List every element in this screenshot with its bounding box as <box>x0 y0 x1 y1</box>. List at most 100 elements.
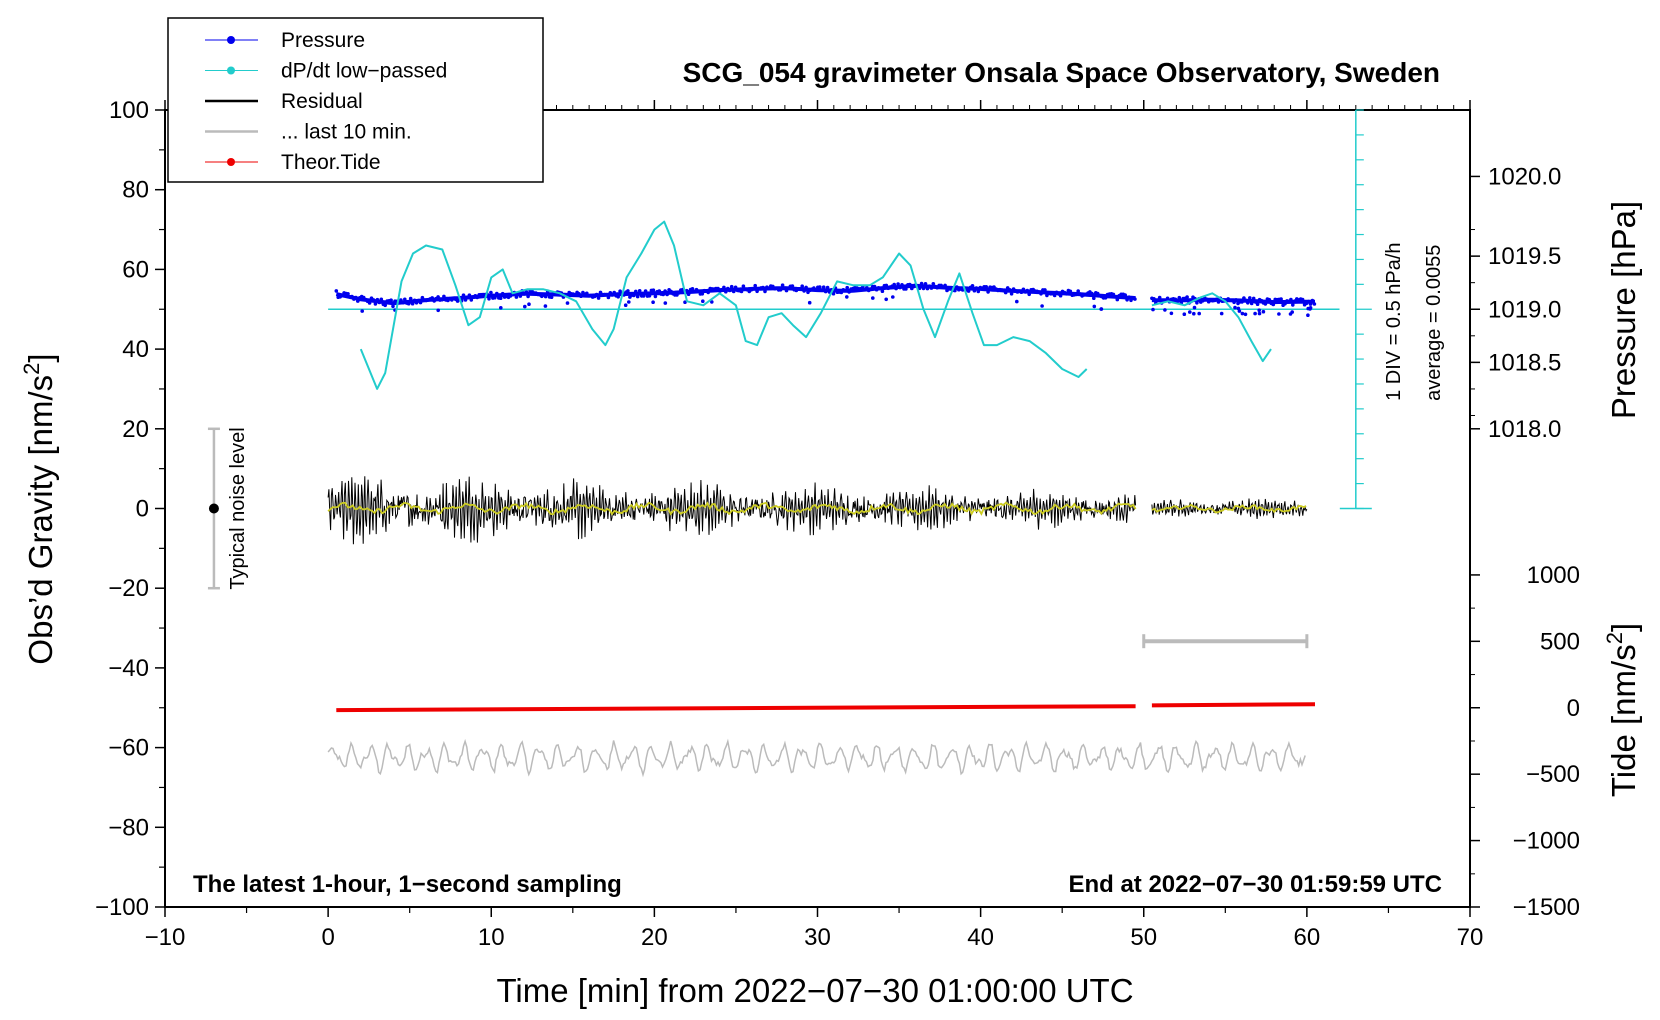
pressure-point <box>825 285 830 290</box>
pressure-point-outlier <box>710 300 714 304</box>
pressure-point <box>467 293 472 298</box>
pressure-point <box>1214 297 1219 302</box>
series-pressure-after-gap <box>1150 295 1317 318</box>
pressure-point <box>1246 301 1250 305</box>
pressure-point-outlier <box>627 300 631 304</box>
pressure-point-outlier <box>1182 312 1187 317</box>
dpdt-scale: 1 DIV = 0.5 hPa/h average = 0.0055 <box>1339 109 1445 510</box>
pressure-point-outlier <box>891 295 895 299</box>
pressure-point <box>731 289 736 294</box>
y-tick-label: 60 <box>122 256 149 283</box>
tide-tick-label: −500 <box>1526 761 1580 788</box>
pressure-point <box>917 286 922 291</box>
pressure-point <box>865 285 869 290</box>
pressure-point <box>1244 298 1248 303</box>
pressure-point <box>1204 297 1209 302</box>
pressure-point <box>1152 297 1156 301</box>
pressure-point <box>594 292 599 297</box>
pressure-point <box>1289 297 1293 302</box>
pressure-point <box>430 296 435 300</box>
pressure-point <box>929 286 934 290</box>
pressure-point <box>896 282 900 286</box>
pressure-point <box>637 289 642 293</box>
pressure-point <box>1009 292 1014 296</box>
pressure-point <box>1240 300 1244 304</box>
pressure-point <box>1025 288 1030 293</box>
pressure-point <box>1232 300 1236 305</box>
pressure-point <box>900 283 904 287</box>
pressure-tick-label: 1018.5 <box>1488 349 1561 376</box>
pressure-point <box>684 288 689 293</box>
pressure-point <box>606 295 611 300</box>
pressure-point <box>616 295 620 299</box>
pressure-point <box>819 288 824 293</box>
pressure-point <box>1090 291 1094 296</box>
tide-tick-label: 0 <box>1567 695 1580 722</box>
pressure-point <box>403 297 407 302</box>
pressure-point <box>1068 289 1073 294</box>
pressure-point <box>375 297 380 302</box>
y-axis-tide: 1000 500 0 −500 −1000 −1500 <box>1470 562 1580 921</box>
x-tick-label: −10 <box>145 924 186 951</box>
pressure-point <box>632 293 636 298</box>
pressure-point-outlier <box>543 304 548 308</box>
pressure-point <box>406 301 411 306</box>
y-tick-label: −100 <box>95 894 149 921</box>
pressure-point <box>878 286 883 291</box>
pressure-point-outlier <box>884 297 888 302</box>
pressure-point <box>847 290 851 294</box>
dpdt-scale-average-label: average = 0.0055 <box>1423 245 1445 401</box>
pressure-point <box>626 289 630 293</box>
series-residual-smoothed-after-gap <box>1151 503 1307 514</box>
pressure-point <box>1310 298 1315 303</box>
pressure-point <box>818 285 822 289</box>
pressure-point <box>1058 293 1063 298</box>
pressure-point <box>442 294 446 299</box>
tide-tick-label: 1000 <box>1527 562 1580 589</box>
x-tick-label: 40 <box>967 924 994 951</box>
pressure-point <box>461 293 466 298</box>
x-tick-label: 0 <box>321 924 334 951</box>
pressure-point-outlier <box>1306 313 1310 318</box>
pressure-point <box>908 282 912 287</box>
y-tick-label: −40 <box>108 655 149 682</box>
series-residual-smoothed <box>327 501 1137 516</box>
pressure-point <box>696 289 701 293</box>
pressure-point <box>974 286 979 290</box>
pressure-point <box>579 294 583 299</box>
pressure-point <box>831 291 836 296</box>
pressure-point <box>1027 292 1031 297</box>
x-tick-label: 20 <box>641 924 668 951</box>
pressure-point <box>436 295 440 299</box>
x-axis-label: Time [min] from 2022−07−30 01:00:00 UTC <box>496 972 1133 1009</box>
pressure-point <box>334 289 339 293</box>
pressure-point-outlier <box>360 309 365 313</box>
pressure-point <box>612 290 616 295</box>
pressure-point-outlier <box>1169 311 1174 316</box>
pressure-point <box>1156 298 1160 303</box>
pressure-point <box>391 304 395 309</box>
pressure-point <box>1251 296 1256 301</box>
legend-label: Residual <box>281 90 363 113</box>
pressure-point <box>1052 293 1057 298</box>
pressure-point <box>966 289 971 293</box>
pressure-point-outlier <box>1233 305 1237 310</box>
series-last10min <box>327 738 1306 778</box>
pressure-point <box>1021 287 1026 292</box>
pressure-point <box>498 296 503 301</box>
pressure-point <box>722 285 726 290</box>
y-tick-label: −60 <box>108 735 149 762</box>
pressure-point-outlier <box>807 300 812 305</box>
pressure-point-outlier <box>1197 311 1201 316</box>
pressure-point <box>798 287 802 291</box>
pressure-point <box>475 295 480 300</box>
pressure-point <box>1201 298 1205 303</box>
pressure-tick-label: 1019.0 <box>1488 296 1561 323</box>
pressure-point <box>943 283 947 288</box>
pressure-point <box>1092 296 1096 301</box>
pressure-point-outlier <box>1099 307 1104 311</box>
pressure-point <box>634 289 638 294</box>
pressure-point <box>677 291 681 295</box>
pressure-point <box>884 283 889 288</box>
pressure-point <box>665 292 669 297</box>
